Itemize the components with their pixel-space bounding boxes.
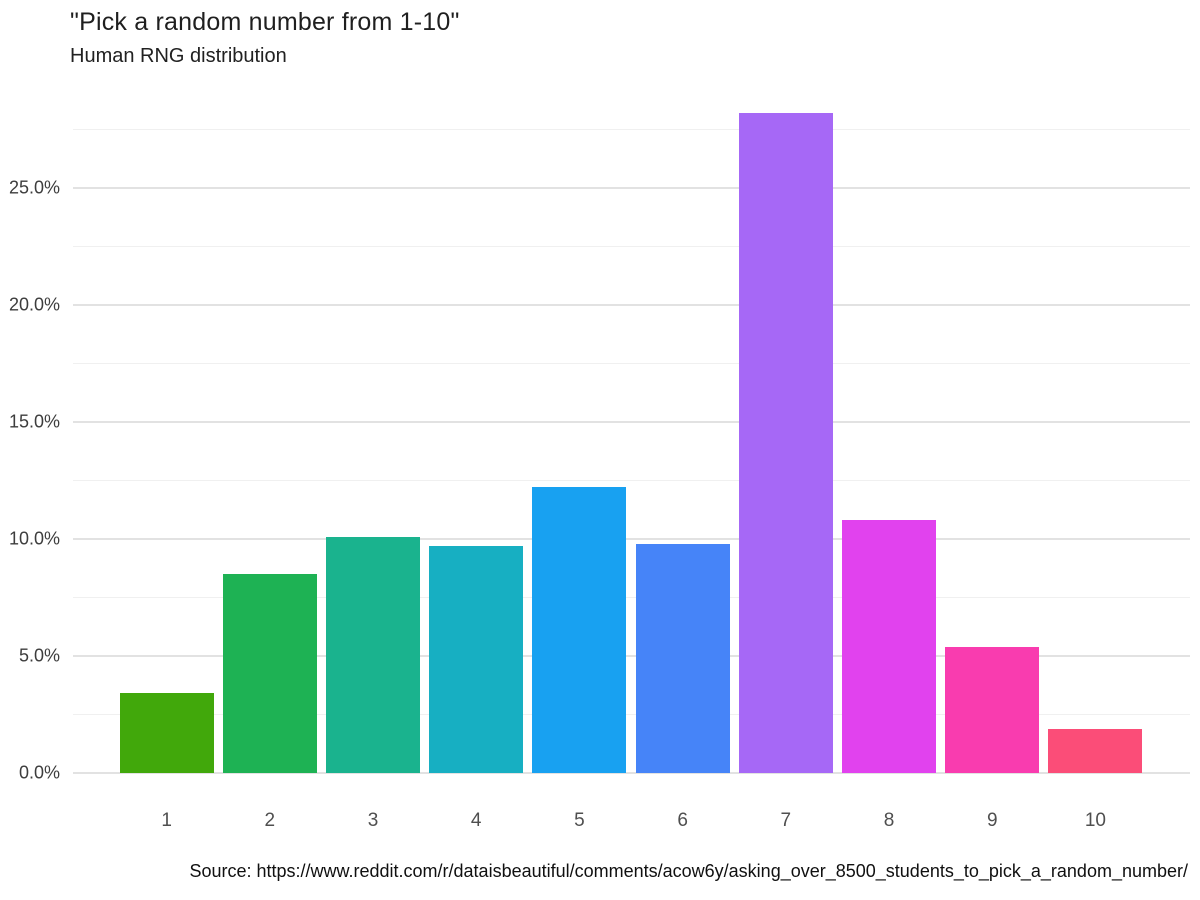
chart-subtitle: Human RNG distribution xyxy=(70,45,287,67)
bar-slot xyxy=(321,113,424,773)
bar-slot xyxy=(528,113,631,773)
minor-gridline xyxy=(73,245,1190,247)
bar-6 xyxy=(635,543,730,773)
y-tick-label: 0.0% xyxy=(18,762,60,783)
x-tick-label: 5 xyxy=(574,810,585,831)
x-tick-label: 7 xyxy=(780,810,792,831)
y-axis: 0.0% 5.0% 10.0% 15.0% 20.0% 25.0% xyxy=(0,113,60,782)
bar-slot xyxy=(425,113,528,773)
x-axis: 1 2 3 4 5 6 7 8 9 10 xyxy=(115,810,1147,832)
x-tick-label: 3 xyxy=(367,810,379,831)
bar-slot xyxy=(218,113,321,773)
x-tick-label: 1 xyxy=(161,810,172,831)
bar-slot xyxy=(734,113,837,773)
major-gridline xyxy=(73,420,1190,423)
major-gridline xyxy=(73,654,1190,657)
minor-gridline xyxy=(73,714,1190,715)
y-tick-label: 5.0% xyxy=(18,645,60,666)
x-tick-label: 10 xyxy=(1084,810,1106,831)
bar-7 xyxy=(738,113,833,773)
minor-gridline xyxy=(73,128,1190,130)
bar-10 xyxy=(1048,728,1143,773)
bar-2 xyxy=(222,574,317,773)
bar-slot xyxy=(837,113,940,773)
major-gridline xyxy=(73,186,1190,189)
y-tick-label: 10.0% xyxy=(8,528,60,549)
source-caption: Source: https://www.reddit.com/r/dataisb… xyxy=(189,861,1188,881)
minor-gridline xyxy=(73,479,1190,481)
bar-slot xyxy=(941,113,1044,773)
x-tick-label: 4 xyxy=(470,810,482,831)
major-gridline xyxy=(73,303,1190,306)
minor-gridline xyxy=(73,596,1190,598)
bar-3 xyxy=(326,536,420,773)
major-gridline xyxy=(73,537,1190,540)
x-tick-label: 8 xyxy=(883,810,895,831)
bar-slot xyxy=(115,113,218,773)
minor-gridline xyxy=(73,362,1190,364)
x-tick-label: 6 xyxy=(677,810,688,831)
bar-8 xyxy=(842,520,937,773)
major-gridline xyxy=(73,772,1190,774)
bar-slot xyxy=(631,113,734,773)
bars-row xyxy=(115,113,1147,773)
chart-title: "Pick a random number from 1-10" xyxy=(70,8,460,36)
y-tick-label: 25.0% xyxy=(8,177,60,198)
bar-1 xyxy=(119,693,214,773)
bar-9 xyxy=(945,646,1040,773)
bar-4 xyxy=(429,545,524,773)
plot-area xyxy=(73,113,1190,774)
bar-slot xyxy=(1044,113,1147,773)
y-tick-label: 15.0% xyxy=(8,411,60,432)
x-tick-label: 9 xyxy=(986,810,998,831)
bar-5 xyxy=(532,487,627,773)
x-tick-label: 2 xyxy=(264,810,276,831)
y-tick-label: 20.0% xyxy=(8,294,60,315)
